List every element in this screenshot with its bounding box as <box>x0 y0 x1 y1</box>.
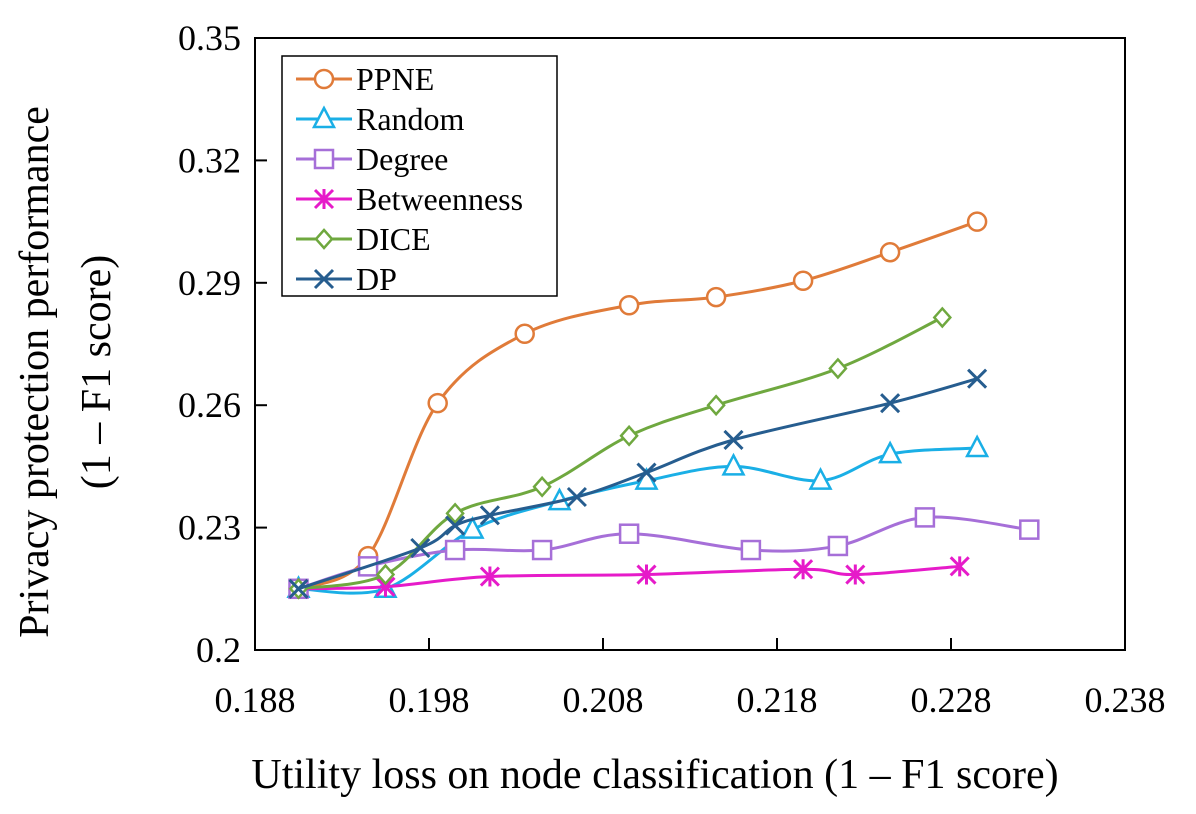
y-tick-label: 0.2 <box>196 630 241 670</box>
data-point-ppne <box>618 294 640 316</box>
legend-item-dice: DICE <box>296 221 431 257</box>
data-point-ppne <box>705 286 727 308</box>
data-point-degree <box>914 507 936 528</box>
x-tick-label: 0.208 <box>563 680 644 720</box>
y-tick-label: 0.32 <box>178 140 241 180</box>
data-point-dp <box>636 462 657 483</box>
y-axis-title-line2: (1 – F1 score) <box>74 255 120 489</box>
data-point-ppne <box>792 270 814 292</box>
legend-item-random: Random <box>296 101 465 137</box>
data-point-degree <box>740 539 762 561</box>
y-tick-label: 0.29 <box>178 263 241 303</box>
legend-label-degree: Degree <box>356 141 448 177</box>
data-point-dice <box>706 394 726 417</box>
legend-label-ppne: PPNE <box>356 61 434 97</box>
legend-item-dp: DP <box>296 261 397 297</box>
x-tick-label: 0.218 <box>737 680 818 720</box>
data-point-betweenness <box>479 566 500 587</box>
y-tick-label: 0.23 <box>178 508 241 548</box>
y-axis-title-line1: Privacy protection performance <box>12 106 58 638</box>
data-point-dp <box>445 515 466 536</box>
legend-item-ppne: PPNE <box>296 61 434 97</box>
data-point-dp <box>288 578 309 599</box>
data-point-dice <box>619 424 639 447</box>
series-line-ppne <box>297 220 978 591</box>
legend-label-random: Random <box>356 101 465 137</box>
data-point-betweenness <box>949 556 970 577</box>
data-point-degree <box>531 539 553 561</box>
plot-area-frame <box>254 37 1126 651</box>
data-point-dice <box>932 306 952 329</box>
data-point-dice <box>445 502 465 525</box>
data-point-betweenness <box>793 559 814 580</box>
legend-label-betweenness: Betweenness <box>356 181 523 217</box>
legend-marker-random <box>311 105 337 129</box>
x-tick-label: 0.228 <box>911 680 992 720</box>
data-point-random <box>965 434 990 458</box>
series-layer <box>286 211 1040 600</box>
series-dice <box>288 306 952 600</box>
data-point-random <box>808 466 833 490</box>
series-line-random <box>298 446 978 595</box>
data-point-dp <box>880 393 901 414</box>
data-point-dp <box>967 368 988 389</box>
x-tick-label: 0.238 <box>1085 680 1166 720</box>
legend-marker-degree <box>313 148 335 170</box>
legend-item-betweenness: Betweenness <box>296 181 523 217</box>
data-point-random <box>878 440 903 464</box>
data-point-degree <box>827 535 849 557</box>
legend-marker-dp <box>313 268 335 290</box>
series-dp <box>288 368 988 599</box>
data-point-dp <box>566 486 587 508</box>
data-point-random <box>460 515 485 539</box>
data-point-dice <box>828 357 848 380</box>
data-point-dp <box>723 429 744 450</box>
data-point-ppne <box>966 211 988 232</box>
legend-marker-dice <box>314 228 334 250</box>
series-line-dp <box>298 377 978 591</box>
x-tick-label: 0.198 <box>389 680 470 720</box>
legend-label-dice: DICE <box>356 221 431 257</box>
legend-marker-ppne <box>313 68 335 90</box>
data-point-betweenness <box>636 564 657 585</box>
data-point-degree <box>1019 519 1040 540</box>
data-point-degree <box>618 523 640 544</box>
y-tick-label: 0.26 <box>178 385 241 425</box>
data-point-degree <box>444 539 466 561</box>
data-point-random <box>721 452 746 476</box>
x-axis: 0.188 0.198 0.208 0.218 0.228 0.238 <box>215 638 1166 720</box>
legend-label-dp: DP <box>356 261 397 297</box>
y-axis: 0.2 0.23 0.26 0.29 0.32 0.35 <box>178 18 267 670</box>
data-point-betweenness <box>845 564 866 585</box>
data-point-dice <box>375 563 396 586</box>
series-degree <box>288 507 1040 600</box>
x-axis-title: Utility loss on node classification (1 –… <box>251 752 1058 798</box>
y-tick-label: 0.35 <box>178 18 241 58</box>
data-point-ppne <box>427 392 448 414</box>
data-point-ppne <box>879 241 901 263</box>
legend: PPNE Random Degree Betweenness DICE DP <box>281 55 558 297</box>
legend-item-degree: Degree <box>296 141 448 177</box>
legend-box <box>281 55 558 297</box>
data-point-dp <box>410 537 431 559</box>
data-point-dp <box>479 505 500 526</box>
data-point-ppne <box>514 323 535 345</box>
x-tick-label: 0.188 <box>215 680 296 720</box>
data-point-dice <box>532 475 552 498</box>
legend-marker-betweenness <box>313 188 335 210</box>
